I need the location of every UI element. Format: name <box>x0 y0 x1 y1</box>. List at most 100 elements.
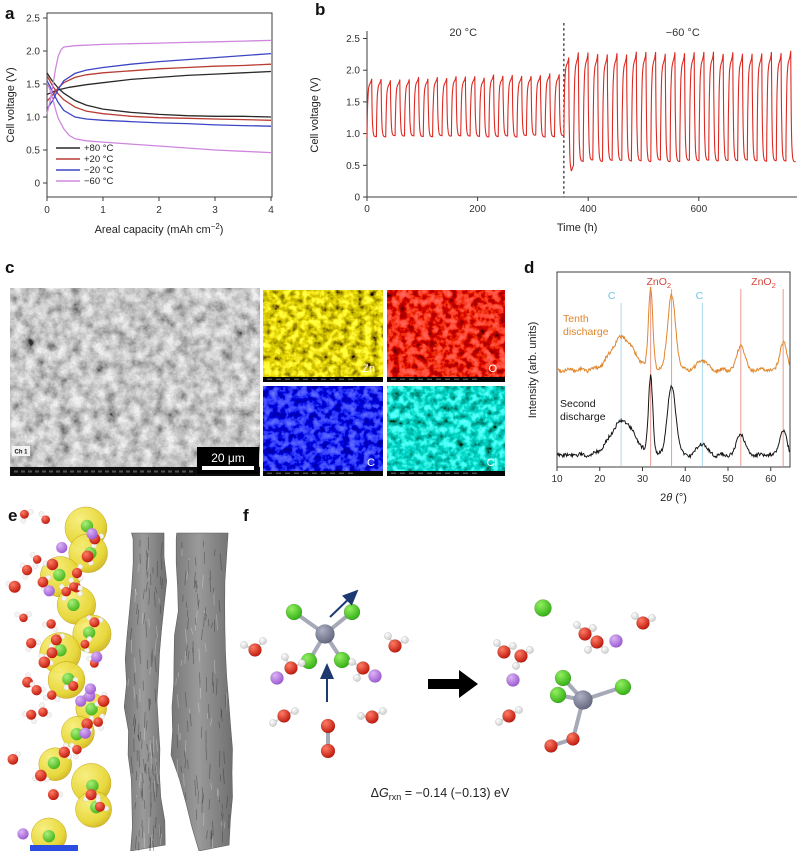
h-atom <box>298 659 306 667</box>
oxygen-atom <box>32 555 42 564</box>
h-atom <box>353 674 361 682</box>
hydrogen-atom <box>86 615 92 621</box>
panel-f-reaction-scheme: ΔGrxn = −0.14 (−0.13) eV <box>240 589 656 802</box>
oxygen-atom <box>19 613 28 623</box>
legend-label: −60 °C <box>84 176 114 187</box>
o-atom <box>365 710 379 724</box>
oxygen-atom <box>7 753 19 765</box>
cation-atom <box>86 528 98 540</box>
o-atom <box>320 743 336 759</box>
hydrogen-atom <box>77 585 83 591</box>
li-atom <box>609 634 623 648</box>
phase-label: C <box>608 290 616 302</box>
eds-texture <box>387 290 505 382</box>
oxygen-atom <box>38 707 48 717</box>
sem-scalebar: 20 μm <box>197 447 259 474</box>
y-tick-label: 0.5 <box>346 161 360 172</box>
eds-texture <box>263 290 383 382</box>
hydrogen-atom <box>63 684 70 691</box>
eds-map-c: C <box>263 386 383 476</box>
h-atom <box>648 614 656 622</box>
attack-arrow <box>329 589 359 618</box>
panel-d-letter: d <box>524 258 535 277</box>
h-atom <box>631 612 639 620</box>
panel-c-sem-eds: Ch 1 20 μm Zn O C Cl <box>10 288 505 476</box>
o-atom <box>320 718 336 734</box>
li-atom <box>506 673 520 687</box>
hydrogen-atom <box>61 595 67 602</box>
h-atom <box>240 641 248 649</box>
chloride-core <box>82 626 96 639</box>
h-atom <box>584 646 592 654</box>
panel-a-plot: 0 1 2 3 4 0 0.5 1.0 1.5 2.0 2.5 Areal capacity (mAh… <box>5 12 274 236</box>
oxygen-atom <box>68 680 79 691</box>
hydrogen-atom <box>14 611 21 618</box>
o-atom <box>566 732 580 746</box>
o-atom <box>284 661 298 675</box>
li-atom <box>368 669 382 683</box>
trace-label: Tenth <box>563 313 589 325</box>
x-tick-label: 0 <box>364 204 370 215</box>
cl-atom <box>549 686 567 704</box>
cl-atom <box>343 603 361 621</box>
y-tick-label: 2.5 <box>346 34 360 45</box>
y-axis-label: Cell voltage (V) <box>5 67 17 142</box>
y-tick-label: 1.0 <box>26 113 40 124</box>
x-tick-label: 1 <box>100 205 106 216</box>
series-+20-°C-discharge <box>46 75 272 121</box>
panel-b-letter: b <box>315 0 326 19</box>
sem-channel-box <box>12 446 30 456</box>
x-axis-label: 2θ (°) <box>660 492 687 504</box>
h-atom <box>384 632 392 640</box>
y-axis-label: Intensity (arb. units) <box>527 322 539 419</box>
zn-atom <box>573 690 593 710</box>
hydrogen-atom <box>38 511 45 517</box>
oxygen-atom <box>81 718 93 730</box>
trace-label: discharge <box>563 326 609 338</box>
o-atom <box>388 639 402 653</box>
o-atom <box>514 649 528 663</box>
x-tick-label: 3 <box>212 205 218 216</box>
cl-atom <box>614 678 632 696</box>
x-tick-label: 0 <box>44 205 50 216</box>
panel-f-letter: f <box>243 506 249 525</box>
cation-atom <box>17 828 29 840</box>
oxygen-atom <box>97 695 110 707</box>
chloride-core <box>70 727 83 741</box>
legend-label: −20 °C <box>84 165 114 176</box>
chloride-core <box>86 779 99 792</box>
cation-atom <box>91 651 103 663</box>
h-atom <box>495 718 503 726</box>
sem-image: Ch 1 20 μm <box>10 288 260 476</box>
eds-element-label: C <box>367 457 375 469</box>
o-atom <box>636 616 650 630</box>
x-tick-label: 40 <box>680 474 692 485</box>
hydrogen-atom <box>77 590 83 597</box>
oxygen-atom <box>85 789 97 801</box>
reactant-cluster <box>240 589 409 759</box>
y-tick-label: 1.5 <box>346 97 360 108</box>
xrd-trace-0 <box>557 286 790 375</box>
x-tick-label: 600 <box>690 204 707 215</box>
oxygen-atom <box>21 564 33 576</box>
legend-label: +80 °C <box>84 143 114 154</box>
oxygen-atom <box>46 619 56 629</box>
free-energy-caption: ΔGrxn = −0.14 (−0.13) eV <box>371 786 510 802</box>
hydrogen-atom <box>99 713 105 720</box>
hydrogen-atom <box>32 563 39 570</box>
oxygen-atom <box>81 550 94 563</box>
o-atom <box>544 739 558 753</box>
substrate-slab-1 <box>123 532 168 851</box>
panel-e-letter: e <box>8 506 18 525</box>
oxygen-atom <box>47 690 57 700</box>
oxygen-atom <box>46 647 58 659</box>
cl-atom <box>534 599 552 617</box>
panel-b-cycling-chart: 0 200 400 600 0 0.5 1.0 1.5 2.0 2.5 Time (h) Cell v… <box>309 23 797 234</box>
y-axis-label: Cell voltage (V) <box>309 77 321 152</box>
hydrogen-atom <box>68 577 75 583</box>
legend-label: +20 °C <box>84 154 114 165</box>
hydrogen-atom <box>39 702 45 709</box>
oxygen-atom <box>50 634 62 646</box>
oxygen-atom <box>8 580 21 593</box>
